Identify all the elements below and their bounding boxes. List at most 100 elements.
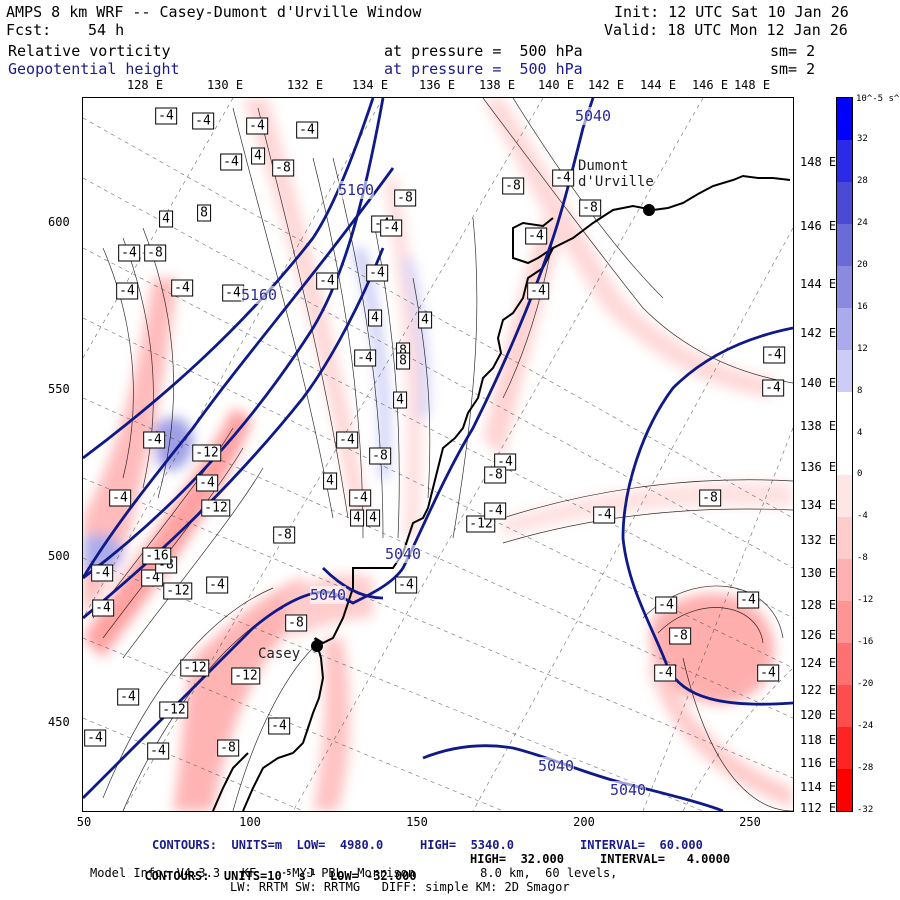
vorticity-contour-label: -12 [159, 701, 189, 719]
vorticity-contour-label: -4 [654, 664, 676, 682]
vorticity-contour-label: -4 [92, 599, 114, 617]
vorticity-contour-label: -4 [192, 112, 214, 130]
footer-physics-info: LW: RRTM SW: RRTMG DIFF: simple KM: 2D S… [230, 880, 570, 894]
lon-label-top: 148 E [733, 78, 771, 92]
vorticity-contour-label: 4 [368, 309, 382, 327]
colorbar-label: -16 [857, 637, 874, 648]
vorticity-contour-label: -4 [116, 282, 138, 300]
field1-level: at pressure = 500 hPa [384, 42, 583, 60]
vorticity-contour-label: -4 [171, 279, 193, 297]
lon-label-top: 134 E [351, 78, 389, 92]
lon-label-top: 146 E [691, 78, 729, 92]
neg-blob-se [650, 593, 775, 705]
vorticity-contour-label: -8 [144, 244, 166, 262]
coastline [212, 174, 791, 811]
lon-label-right: 124 E [800, 656, 837, 670]
vorticity-contour-label: -4 [196, 474, 218, 492]
vorticity-contour-label: 4 [251, 147, 265, 165]
lon-label-top: 140 E [537, 78, 575, 92]
init-time: Init: 12 UTC Sat 10 Jan 26 [614, 3, 849, 21]
y-tick-label: 550 [48, 382, 70, 396]
colorbar-segment [837, 685, 852, 728]
y-tick-label: 450 [48, 715, 70, 729]
vorticity-contour-label: -4 [117, 688, 139, 706]
lon-label-right: 148 E [800, 155, 837, 169]
colorbar-label: -4 [857, 511, 868, 522]
x-tick-label: 200 [573, 815, 595, 829]
neg-band-south2 [313, 638, 350, 811]
lon-label-top: 130 E [206, 78, 244, 92]
vorticity-contour-label: -4 [484, 502, 506, 520]
vorticity-contour-label: -8 [273, 526, 295, 544]
vorticity-contour-label: -8 [285, 614, 307, 632]
neg-band-ne [483, 98, 773, 398]
pos-blob-w [153, 417, 193, 471]
height-contour-label: 5040 [309, 586, 347, 604]
footer-height-high: HIGH= 5340.0 [420, 838, 514, 852]
vorticity-contour-label: -4 [349, 489, 371, 507]
vorticity-contour-label: -4 [147, 742, 169, 760]
neg-band-mid1 [243, 98, 368, 518]
neg-band-sw [83, 408, 253, 658]
colorbar-segment [837, 307, 852, 351]
y-tick-label: 600 [48, 215, 70, 229]
vorticity-contour-label: -4 [593, 506, 615, 524]
neg-band-east-mid [503, 481, 793, 538]
height-west-low2 [83, 247, 385, 620]
map-panel[interactable]: -4 -4 -4 -4 -4 -8 8 4 -8 -4 -4 -4 -4 4 -8 -4 -4 -4 -4 4 4 -4 8… [82, 97, 794, 812]
field1-smoothing: sm= 2 [770, 42, 816, 60]
vorticity-contour-label: -4 [91, 564, 113, 582]
height-contour-label: 5040 [384, 545, 422, 563]
neg-arc-se [648, 658, 793, 808]
colorbar-segment [837, 559, 852, 602]
field2-level: at pressure = 500 hPa [384, 60, 583, 78]
colorbar-label: -8 [857, 553, 868, 564]
colorbar-segment [837, 139, 852, 183]
vorticity-contour-label: -4 [763, 346, 785, 364]
footer-model-info: Model Info: V4.3.3 KF MYJ PBL Morrison 8… [90, 866, 618, 880]
footer-vort-units-exp: -5 [281, 868, 292, 877]
colorbar-label: -20 [857, 679, 874, 690]
vorticity-contour-label: 8 [396, 352, 410, 370]
forecast-value: 54 h [88, 21, 125, 39]
vorticity-contour-label: -12 [163, 582, 193, 600]
lon-label-top: 138 E [478, 78, 516, 92]
footer-vort-contours: CONTOURS: UNITS=10-5 s-1 LOW= -32.000 [130, 852, 416, 883]
vorticity-contour-label: -8 [217, 739, 239, 757]
colorbar-label: 12 [857, 343, 868, 354]
vorticity-contour-label: -8 [369, 447, 391, 465]
vorticity-contour-label: 4 [418, 311, 432, 329]
height-contour-label: 5040 [609, 781, 647, 799]
vorticity-contour-label: -4 [84, 729, 106, 747]
lon-label-top: 144 E [639, 78, 677, 92]
lon-label-right: 146 E [800, 219, 837, 233]
vorticity-contour-label: -4 [354, 349, 376, 367]
x-tick-label: 150 [406, 815, 428, 829]
field1-name: Relative vorticity [8, 42, 171, 60]
footer-vort-interval: INTERVAL= 4.0000 [600, 852, 731, 866]
lon-label-top: 142 E [587, 78, 625, 92]
height-west-low [83, 167, 395, 579]
colorbar-segment [837, 223, 852, 267]
lon-label-top: 132 E [286, 78, 324, 92]
place-dumont: Dumont d'Urville [578, 158, 654, 190]
vorticity-contour-label: -4 [737, 591, 759, 609]
vorticity-contour-label: -8 [579, 199, 601, 217]
valid-time: Valid: 18 UTC Mon 12 Jan 26 [604, 21, 848, 39]
vorticity-contour-label: -8 [699, 489, 721, 507]
height-contour-label: 5040 [574, 107, 612, 125]
vorticity-shading [83, 98, 793, 811]
vorticity-contour-label: 4 [159, 210, 173, 228]
colorbar-segment [837, 391, 852, 435]
x-tick-label: 250 [739, 815, 761, 829]
vorticity-contour-label: 8 [197, 204, 211, 222]
lon-label-right: 128 E [800, 598, 837, 612]
lon-label-right: 122 E [800, 683, 837, 697]
colorbar-segment [837, 349, 852, 393]
height-contour-label: 5160 [337, 181, 375, 199]
footer-height-contours: CONTOURS: UNITS=m LOW= 4980.0 [152, 838, 384, 852]
vorticity-contour-label: -4 [527, 282, 549, 300]
vorticity-contour-label: -8 [502, 177, 524, 195]
x-tick-label: 100 [239, 815, 261, 829]
vorticity-contour-label: 4 [323, 472, 337, 490]
